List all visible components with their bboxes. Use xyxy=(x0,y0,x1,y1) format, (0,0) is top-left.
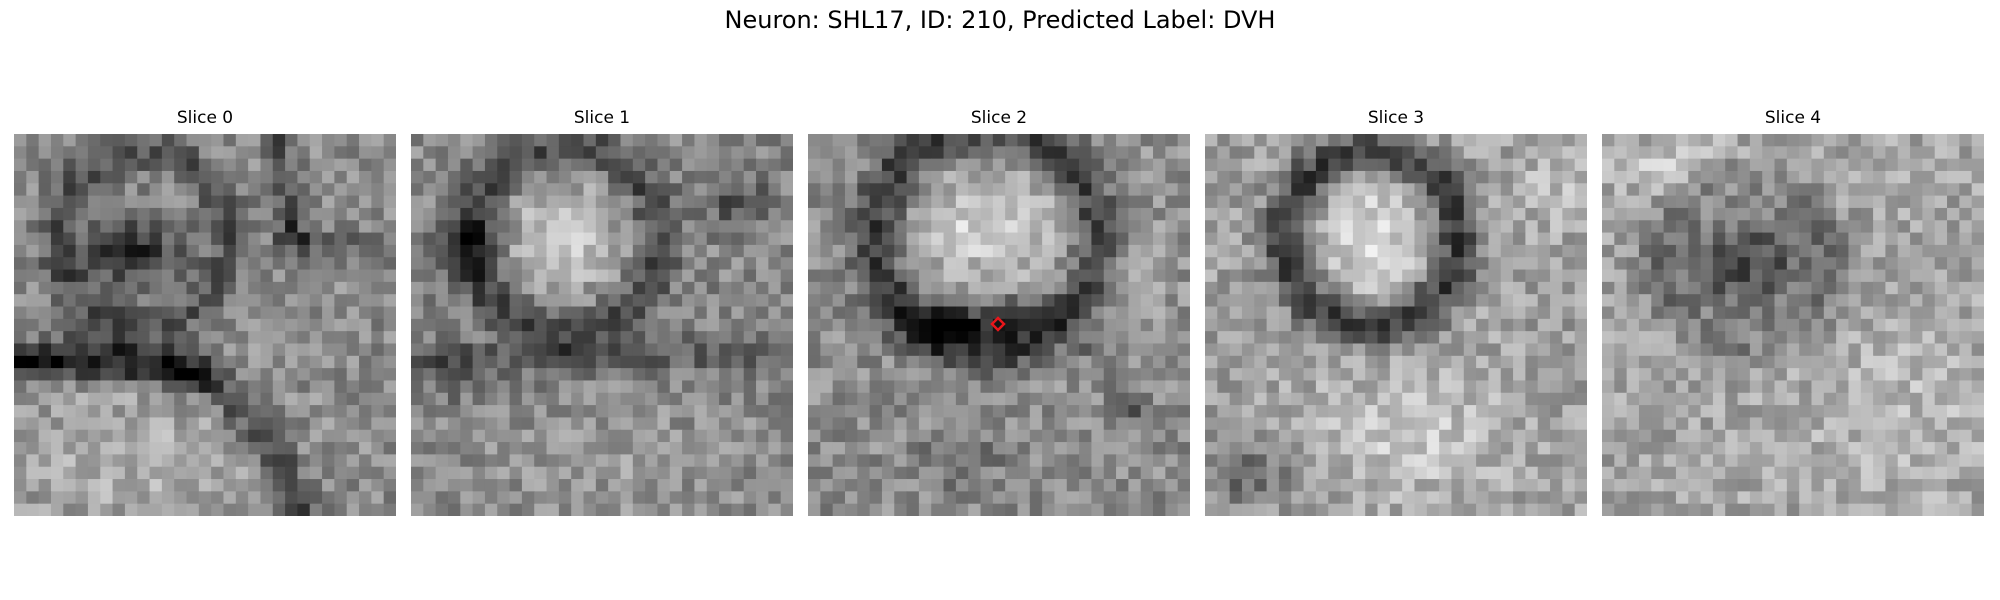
slice-title: Slice 0 xyxy=(176,108,234,128)
slice-panel-1: Slice 1 xyxy=(411,108,793,516)
slice-title: Slice 4 xyxy=(1764,108,1822,128)
marker-diamond xyxy=(990,316,1006,332)
slice-title: Slice 2 xyxy=(970,108,1028,128)
slice-image xyxy=(1205,134,1587,516)
slice-image xyxy=(808,134,1190,516)
slice-image xyxy=(411,134,793,516)
slice-title: Slice 1 xyxy=(573,108,631,128)
figure-title: Neuron: SHL17, ID: 210, Predicted Label:… xyxy=(724,6,1276,34)
slice-panel-0: Slice 0 xyxy=(14,108,396,516)
slice-title: Slice 3 xyxy=(1367,108,1425,128)
slice-panel-3: Slice 3 xyxy=(1205,108,1587,516)
slice-image xyxy=(1602,134,1984,516)
slice-panel-4: Slice 4 xyxy=(1602,108,1984,516)
slice-image xyxy=(14,134,396,516)
slice-panel-2: Slice 2 xyxy=(808,108,1190,516)
